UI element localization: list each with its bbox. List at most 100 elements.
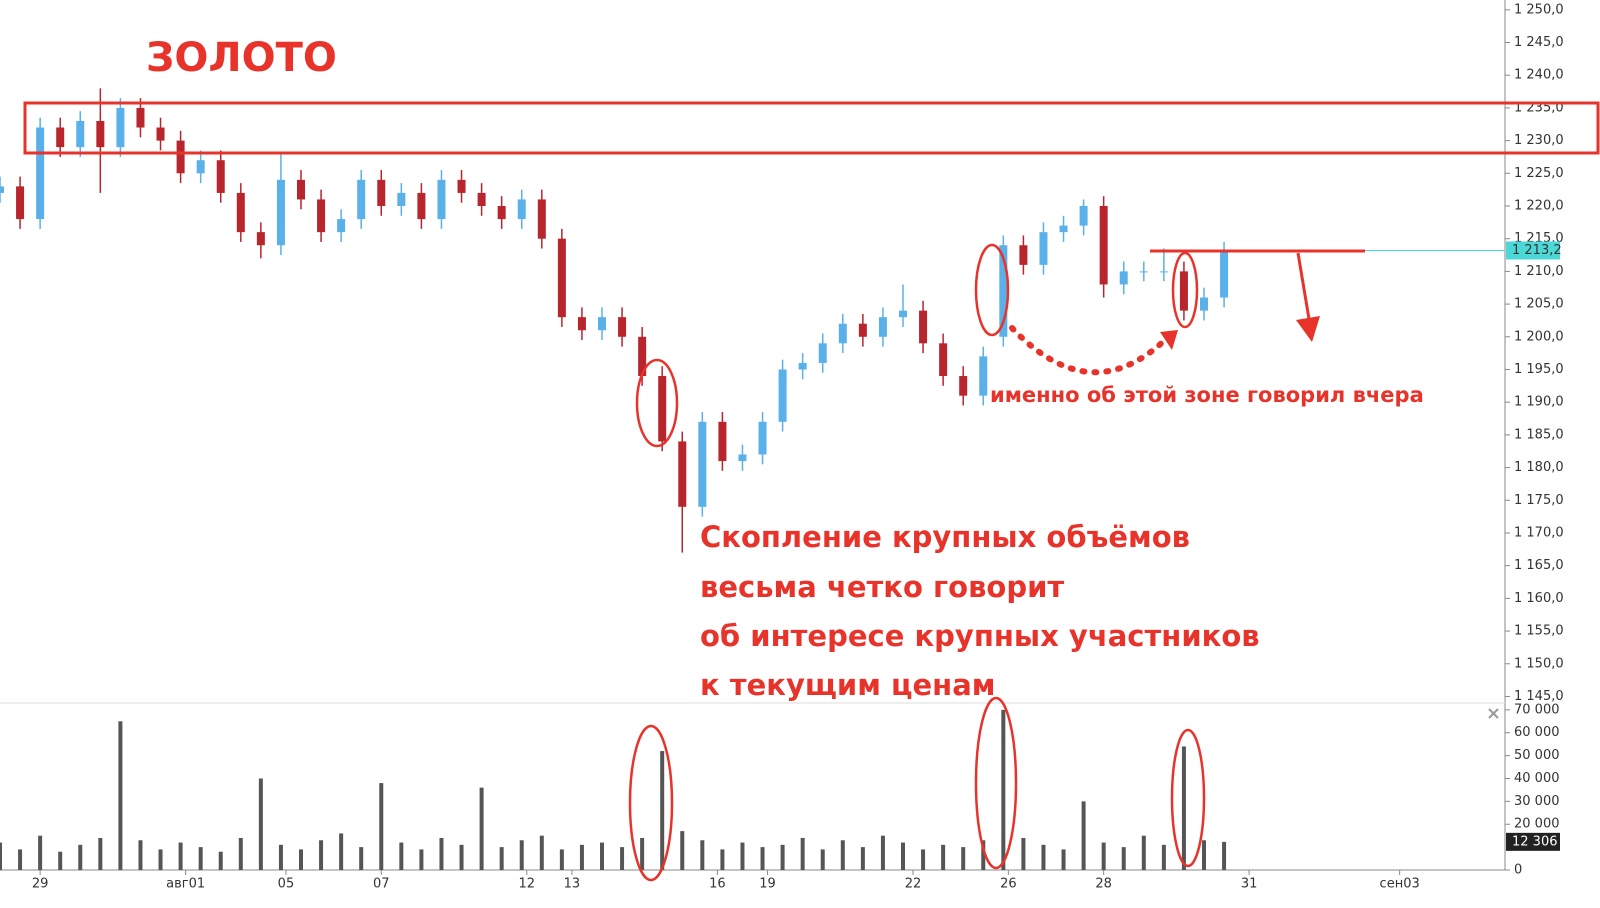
y-tick-label: 1 220,0 — [1514, 198, 1564, 213]
y-tick-label: 1 250,0 — [1514, 2, 1564, 17]
x-tick-label: 29 — [32, 877, 49, 892]
candle-body — [959, 376, 968, 396]
candle-body — [678, 441, 687, 507]
candle-body — [778, 369, 787, 422]
x-tick-label: 07 — [373, 877, 390, 892]
candle-body — [979, 356, 988, 396]
candle-body — [377, 179, 386, 206]
candle-body — [878, 317, 887, 337]
volume-bar — [680, 831, 685, 870]
volume-bar — [559, 849, 564, 870]
y-tick-label: 1 170,0 — [1514, 525, 1564, 540]
volume-bar — [78, 844, 83, 870]
y-tick-label: 1 230,0 — [1514, 133, 1564, 148]
volume-bar — [359, 847, 364, 870]
resistance-zone — [23, 101, 1600, 155]
volume-bar — [439, 837, 444, 870]
candle-body — [1079, 205, 1088, 226]
ellipse — [628, 724, 674, 882]
candle-body — [919, 310, 928, 344]
annotation: к текущим ценам — [700, 668, 996, 702]
volume-bar — [880, 835, 885, 870]
arrow-head — [1296, 316, 1320, 342]
candle-body — [497, 205, 506, 220]
candle-body — [76, 120, 85, 148]
candle-body — [437, 179, 446, 220]
x-tick-label: сен03 — [1380, 877, 1420, 892]
candle-body — [1119, 271, 1128, 285]
volume-bar — [479, 787, 484, 870]
volume-bar — [98, 837, 103, 870]
x-tick-label: 26 — [1000, 877, 1017, 892]
volume-bar — [620, 847, 625, 870]
volume-bar — [720, 849, 725, 870]
candle-body — [297, 179, 305, 200]
volume-tick-label: 20 000 — [1514, 817, 1560, 832]
close-icon[interactable] — [1488, 708, 1499, 719]
y-tick-label: 1 240,0 — [1514, 68, 1564, 83]
y-tick-label: 1 185,0 — [1514, 427, 1564, 442]
candle-body — [939, 343, 948, 377]
plot: 1 145,0 1 150,0 1 155,0 1 160,0 1 165,0 1 170… — [0, 2, 1564, 892]
volume-bar — [0, 842, 2, 870]
volume-bar — [1041, 844, 1046, 870]
volume-bar — [459, 844, 464, 870]
volume-tick-label: 70 000 — [1514, 702, 1560, 717]
volume-bar — [1061, 849, 1066, 870]
candle-body — [738, 454, 747, 462]
volume-bar — [800, 837, 805, 870]
candle-body — [256, 232, 265, 246]
volume-tick-label: 50 000 — [1514, 748, 1560, 763]
candle-body — [417, 192, 426, 220]
volume-tick-label: 60 000 — [1514, 725, 1560, 740]
volume-bar — [319, 840, 324, 870]
candle-body — [36, 127, 45, 220]
last-price-box — [1506, 241, 1560, 260]
candle-body — [276, 179, 285, 246]
y-tick-label: 1 190,0 — [1514, 395, 1564, 410]
candle-body — [698, 421, 707, 507]
candle-body — [1179, 271, 1188, 311]
candle-body — [1059, 225, 1068, 233]
volume-bar — [860, 847, 865, 870]
volume-bar — [18, 849, 23, 870]
candle-body — [758, 421, 767, 455]
candle-body — [1039, 232, 1048, 265]
volume-bar — [921, 849, 926, 870]
y-tick-label: 1 225,0 — [1514, 166, 1564, 181]
title: ЗОЛОТО — [146, 35, 337, 81]
volume-bar — [399, 842, 404, 870]
volume-bar — [760, 847, 765, 870]
highlight-ellipses — [628, 243, 1206, 882]
ellipse — [635, 358, 679, 448]
candle-body — [858, 323, 867, 337]
volume-bar — [700, 840, 705, 870]
volume-bar — [138, 840, 143, 870]
y-tick-label: 1 165,0 — [1514, 558, 1564, 573]
volume-tick-label: 30 000 — [1514, 794, 1560, 809]
candle-body — [618, 317, 627, 337]
y-tick-label: 1 160,0 — [1514, 591, 1564, 606]
y-tick-label: 1 210,0 — [1514, 264, 1564, 279]
candle-body — [337, 219, 346, 233]
volume-bar — [941, 844, 946, 870]
candle-body — [598, 317, 606, 331]
candle-body — [96, 120, 105, 148]
candle-body — [798, 362, 807, 370]
candle-body — [838, 323, 847, 344]
x-tick-label: авг01 — [166, 877, 205, 892]
last-volume-label: 12 306 — [1512, 834, 1558, 849]
candle-body — [0, 186, 4, 193]
y-tick-label: 1 150,0 — [1514, 656, 1564, 671]
volume-bar — [1161, 844, 1166, 870]
ellipse — [1170, 728, 1206, 868]
ellipse — [974, 696, 1018, 870]
volume-bar — [1001, 709, 1006, 870]
candle-body — [357, 179, 366, 220]
volume-bar — [1202, 840, 1206, 870]
x-tick-label: 13 — [564, 877, 581, 892]
volume-bar — [1121, 847, 1126, 870]
last-price-label: 1 213,2 — [1512, 243, 1562, 258]
volume-bar — [1021, 837, 1026, 870]
volume-bar — [780, 844, 785, 870]
